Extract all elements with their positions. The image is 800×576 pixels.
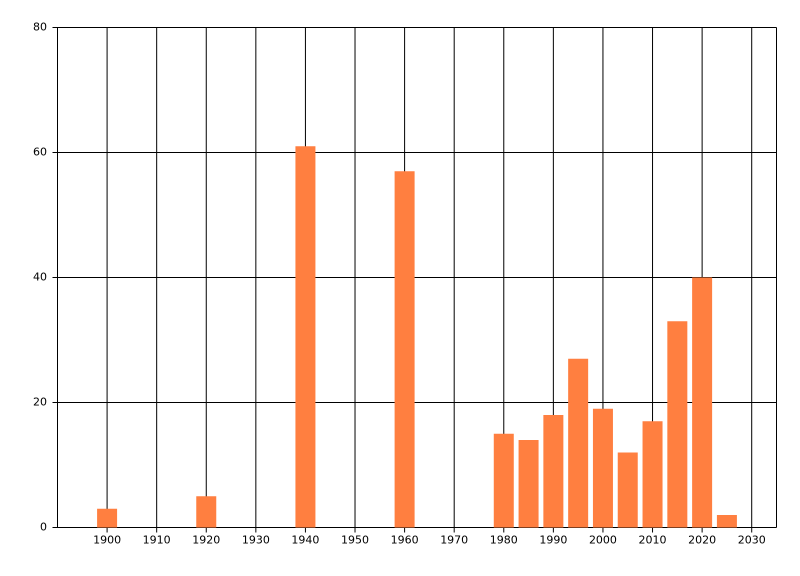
x-tick-label: 2030 <box>738 534 766 547</box>
x-tick-label: 1970 <box>440 534 468 547</box>
y-tick-label: 20 <box>33 396 47 409</box>
bar <box>196 496 217 528</box>
bar <box>617 452 638 528</box>
bar <box>295 146 316 528</box>
bar <box>692 277 713 528</box>
x-tick-label: 2010 <box>639 534 667 547</box>
y-tick-label: 60 <box>33 146 47 159</box>
bar <box>493 433 514 528</box>
bar <box>642 421 663 528</box>
bar <box>667 321 688 528</box>
bar <box>592 408 613 528</box>
x-tick-label: 1910 <box>143 534 171 547</box>
x-tick-label: 1980 <box>490 534 518 547</box>
bar <box>716 515 737 528</box>
x-tick-label: 1900 <box>93 534 121 547</box>
x-tick-label: 2000 <box>589 534 617 547</box>
x-tick-label: 1960 <box>391 534 419 547</box>
x-tick-label: 1990 <box>539 534 567 547</box>
bar <box>97 508 118 528</box>
y-tick-label: 40 <box>33 271 47 284</box>
x-tick-label: 1930 <box>242 534 270 547</box>
y-tick-label: 80 <box>33 21 47 34</box>
x-tick-label: 1940 <box>291 534 319 547</box>
bar <box>543 415 564 528</box>
y-tick-label: 0 <box>40 521 47 534</box>
bar <box>568 358 589 528</box>
bar <box>518 440 539 528</box>
x-tick-label: 1920 <box>192 534 220 547</box>
bar <box>394 171 415 528</box>
x-tick-label: 1950 <box>341 534 369 547</box>
x-tick-label: 2020 <box>688 534 716 547</box>
